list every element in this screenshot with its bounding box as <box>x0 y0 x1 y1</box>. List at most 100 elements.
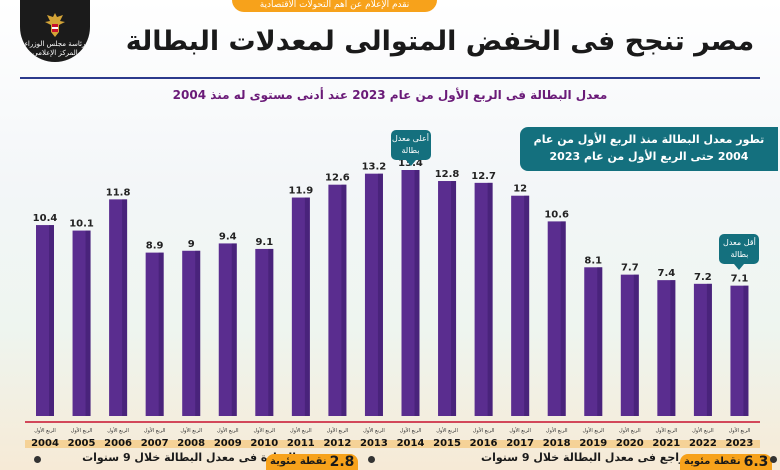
cabinet-media-center-logo: رئاسة مجلس الوزراء المركز الإعلامي <box>20 0 90 62</box>
bullet-dot-right <box>770 456 777 463</box>
top-banner-text: نقدم الإعلام عن أهم التحولات الاقتصادية <box>259 0 410 10</box>
eagle-emblem-icon <box>45 13 65 37</box>
quarter-label-2019: الربع الأول <box>582 427 604 434</box>
description-line2: 2004 حتى الربع الأول من عام 2023 <box>549 150 749 163</box>
x-tick-label-2017: 2017 <box>506 438 534 449</box>
x-tick-label-2008: 2008 <box>177 438 205 449</box>
value-label-2008: 9 <box>188 239 195 250</box>
value-label-2005: 10.1 <box>69 219 94 230</box>
bar-shade-2013 <box>377 173 383 416</box>
increase-value: 2.8 <box>329 454 355 470</box>
decrease-text: تراجع فى معدل البطالة خلال 9 سنوات <box>481 451 690 464</box>
value-label-2009: 9.4 <box>219 231 237 242</box>
lowest-rate-callout: أقل معدل بطالة <box>719 233 760 270</box>
value-label-2010: 9.1 <box>255 237 273 248</box>
bar-shade-2009 <box>231 243 237 416</box>
bullet-dot-left <box>34 456 41 463</box>
quarter-label-2004: الربع الأول <box>34 427 56 434</box>
x-tick-label-2006: 2006 <box>104 438 132 449</box>
quarter-label-2014: الربع الأول <box>400 427 422 434</box>
bar-shade-2011 <box>304 197 310 416</box>
x-tick-label-2022: 2022 <box>689 438 717 449</box>
x-tick-label-2011: 2011 <box>287 438 315 449</box>
quarter-label-2008: الربع الأول <box>180 427 202 434</box>
x-tick-label-2016: 2016 <box>470 438 498 449</box>
bar-shade-2012 <box>341 184 347 416</box>
quarter-label-2020: الربع الأول <box>619 427 641 434</box>
x-tick-label-2007: 2007 <box>141 438 169 449</box>
decrease-unit: نقطة مئوية <box>684 456 741 467</box>
quarter-label-2022: الربع الأول <box>692 427 714 434</box>
bar-shade-2017 <box>524 195 530 416</box>
quarter-label-2018: الربع الأول <box>546 427 568 434</box>
bar-shade-2015 <box>451 181 457 416</box>
bar-shade-2010 <box>268 248 274 416</box>
decrease-badge: نقطة مئوية 6.3 <box>680 454 773 470</box>
value-label-2023: 7.1 <box>731 274 749 285</box>
value-label-2018: 10.6 <box>544 209 569 220</box>
bar-shade-2006 <box>122 199 128 416</box>
bar-shade-2016 <box>487 182 493 416</box>
bar-shade-2014 <box>414 170 420 416</box>
x-tick-label-2021: 2021 <box>652 438 680 449</box>
bar-shade-2007 <box>158 252 164 416</box>
title-divider <box>20 77 760 79</box>
value-label-2011: 11.9 <box>289 186 314 197</box>
value-label-2006: 11.8 <box>106 187 131 198</box>
logo-text-line2: المركز الإعلامي <box>32 49 78 57</box>
baseline-band <box>25 440 760 448</box>
x-tick-label-2015: 2015 <box>433 438 461 449</box>
bar-shade-2008 <box>195 250 201 416</box>
bar-shade-2022 <box>706 283 712 416</box>
highest-rate-callout: أعلى معدل بطالة <box>390 130 431 166</box>
quarter-label-2017: الربع الأول <box>509 427 531 434</box>
value-label-2015: 12.8 <box>435 169 460 180</box>
chart-subtitle: معدل البطالة فى الربع الأول من عام 2023 … <box>172 88 608 102</box>
bar-shade-2021 <box>670 280 676 416</box>
quarter-label-2006: الربع الأول <box>107 427 129 434</box>
x-tick-label-2013: 2013 <box>360 438 388 449</box>
quarter-label-2005: الربع الأول <box>71 427 93 434</box>
value-label-2022: 7.2 <box>694 272 712 283</box>
value-label-2019: 8.1 <box>584 255 602 266</box>
bar-shade-2019 <box>597 267 603 416</box>
increase-badge: نقطة مئوية 2.8 <box>266 454 359 470</box>
x-tick-label-2004: 2004 <box>31 438 59 449</box>
quarter-label-2015: الربع الأول <box>436 427 458 434</box>
value-label-2017: 12 <box>513 184 527 195</box>
value-label-2012: 12.6 <box>325 173 350 184</box>
decrease-value: 6.3 <box>743 454 769 470</box>
quarter-label-2009: الربع الأول <box>217 427 239 434</box>
page-title: مصر تنجح فى الخفض المتوالى لمعدلات البطا… <box>125 26 755 57</box>
value-label-2007: 8.9 <box>146 241 164 252</box>
bar-shade-2004 <box>49 225 54 416</box>
quarter-label-2011: الربع الأول <box>290 427 312 434</box>
increase-text: الزيادة فى معدل البطالة خلال 9 سنوات <box>82 451 296 464</box>
quarter-label-2007: الربع الأول <box>144 427 166 434</box>
value-label-2016: 12.7 <box>471 171 496 182</box>
x-tick-label-2010: 2010 <box>250 438 278 449</box>
x-tick-label-2023: 2023 <box>726 438 754 449</box>
quarter-label-2013: الربع الأول <box>363 427 385 434</box>
increase-unit: نقطة مئوية <box>270 456 327 467</box>
quarter-label-2010: الربع الأول <box>253 427 275 434</box>
x-tick-label-2005: 2005 <box>68 438 96 449</box>
x-tick-label-2009: 2009 <box>214 438 242 449</box>
chart-description-box: تطور معدل البطالة منذ الربع الأول من عام… <box>520 127 778 171</box>
bar-shade-2018 <box>560 221 566 416</box>
quarter-label-2012: الربع الأول <box>327 427 349 434</box>
x-tick-label-2014: 2014 <box>397 438 425 449</box>
bar-shade-2020 <box>633 274 639 416</box>
value-label-2021: 7.4 <box>657 268 675 279</box>
bar-shade-2023 <box>743 285 749 416</box>
x-tick-label-2020: 2020 <box>616 438 644 449</box>
quarter-label-2016: الربع الأول <box>473 427 495 434</box>
bullet-dot-middle <box>368 456 375 463</box>
x-tick-label-2012: 2012 <box>323 438 351 449</box>
bar-shade-2005 <box>85 230 91 416</box>
value-label-2020: 7.7 <box>621 263 639 274</box>
value-label-2004: 10.4 <box>33 213 58 224</box>
x-tick-label-2019: 2019 <box>579 438 607 449</box>
top-banner-strip: نقدم الإعلام عن أهم التحولات الاقتصادية <box>232 0 437 12</box>
